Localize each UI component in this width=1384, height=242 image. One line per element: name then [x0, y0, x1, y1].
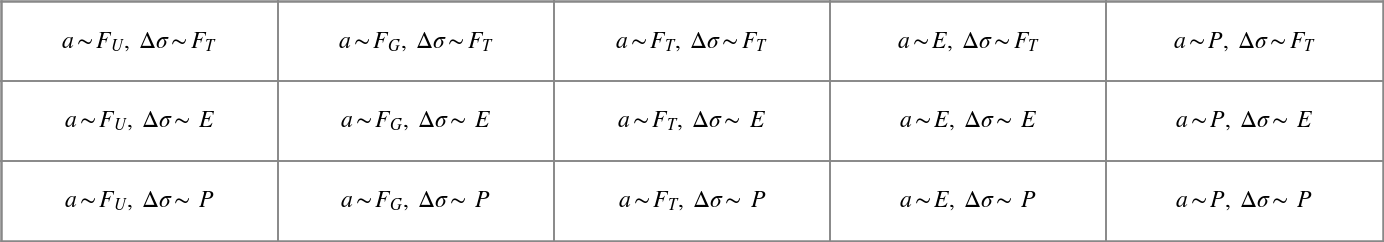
- Text: $a{\sim}P,\ \Delta\sigma{\sim}\ P$: $a{\sim}P,\ \Delta\sigma{\sim}\ P$: [1175, 189, 1313, 212]
- Text: $a{\sim}P,\ \Delta\sigma{\sim}\ E$: $a{\sim}P,\ \Delta\sigma{\sim}\ E$: [1175, 110, 1313, 132]
- Text: $a{\sim}P,\ \Delta\sigma{\sim}F_T$: $a{\sim}P,\ \Delta\sigma{\sim}F_T$: [1174, 30, 1316, 53]
- Text: $a{\sim}E,\ \Delta\sigma{\sim}\ E$: $a{\sim}E,\ \Delta\sigma{\sim}\ E$: [898, 110, 1038, 132]
- Text: $a{\sim}F_U,\ \Delta\sigma{\sim}\ E$: $a{\sim}F_U,\ \Delta\sigma{\sim}\ E$: [64, 110, 216, 132]
- Text: $a{\sim}F_T,\ \Delta\sigma{\sim}F_T$: $a{\sim}F_T,\ \Delta\sigma{\sim}F_T$: [616, 30, 768, 53]
- Text: $a{\sim}E,\ \Delta\sigma{\sim}F_T$: $a{\sim}E,\ \Delta\sigma{\sim}F_T$: [897, 30, 1039, 53]
- Text: $a{\sim}F_T,\ \Delta\sigma{\sim}\ P$: $a{\sim}F_T,\ \Delta\sigma{\sim}\ P$: [617, 189, 767, 212]
- Text: $a{\sim}F_U,\ \Delta\sigma{\sim}F_T$: $a{\sim}F_U,\ \Delta\sigma{\sim}F_T$: [61, 30, 217, 53]
- Text: $a{\sim}F_T,\ \Delta\sigma{\sim}\ E$: $a{\sim}F_T,\ \Delta\sigma{\sim}\ E$: [617, 110, 767, 132]
- Text: $a{\sim}E,\ \Delta\sigma{\sim}\ P$: $a{\sim}E,\ \Delta\sigma{\sim}\ P$: [900, 189, 1037, 212]
- Text: $a{\sim}F_G,\ \Delta\sigma{\sim}\ E$: $a{\sim}F_G,\ \Delta\sigma{\sim}\ E$: [340, 110, 491, 132]
- Text: $a{\sim}F_G,\ \Delta\sigma{\sim}\ P$: $a{\sim}F_G,\ \Delta\sigma{\sim}\ P$: [340, 189, 491, 212]
- Text: $a{\sim}F_G,\ \Delta\sigma{\sim}F_T$: $a{\sim}F_G,\ \Delta\sigma{\sim}F_T$: [338, 30, 494, 53]
- Text: $a{\sim}F_U,\ \Delta\sigma{\sim}\ P$: $a{\sim}F_U,\ \Delta\sigma{\sim}\ P$: [64, 189, 215, 212]
